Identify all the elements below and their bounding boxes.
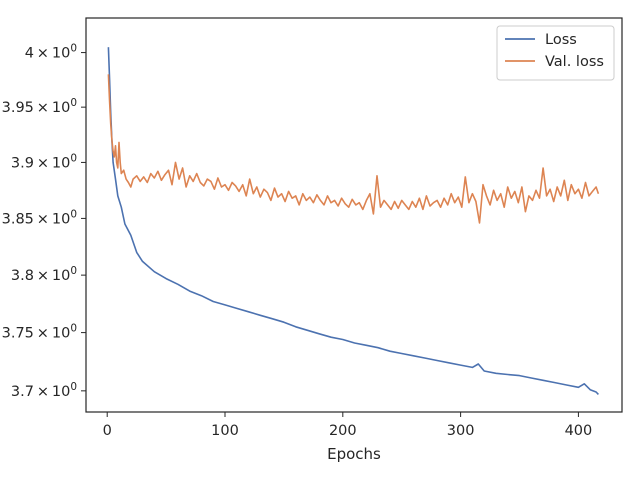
x-axis-ticks: 0 100 200 300 400 (103, 412, 593, 439)
x-tick-label: 0 (103, 423, 112, 439)
y-tick-label: 3.95 × 100 (2, 97, 77, 116)
y-tick-label: 3.9 × 100 (11, 152, 77, 171)
y-tick-label: 3.7 × 100 (11, 381, 77, 400)
y-tick-label: 3.75 × 100 (2, 323, 77, 342)
series-layer (107, 47, 600, 395)
y-axis-ticks: 3.7 × 100 3.75 × 100 3.8 × 100 3.85 × 100 3.… (2, 43, 86, 400)
x-tick-label: 200 (329, 423, 357, 439)
plot-frame (85, 17, 623, 413)
x-tick-label: 400 (565, 423, 593, 439)
x-tick-label: 100 (211, 423, 239, 439)
series-line-1 (107, 47, 599, 395)
x-tick-label: 300 (447, 423, 475, 439)
legend-label: Val. loss (545, 54, 604, 70)
x-axis-label: Epochs (327, 445, 381, 463)
series-line-2 (107, 74, 600, 224)
y-tick-label: 3.8 × 100 (11, 265, 77, 284)
y-tick-label: 4 × 100 (25, 43, 77, 62)
legend-label: Loss (545, 32, 577, 48)
legend: Loss Val. loss (496, 25, 615, 81)
y-tick-label: 3.85 × 100 (2, 208, 77, 227)
